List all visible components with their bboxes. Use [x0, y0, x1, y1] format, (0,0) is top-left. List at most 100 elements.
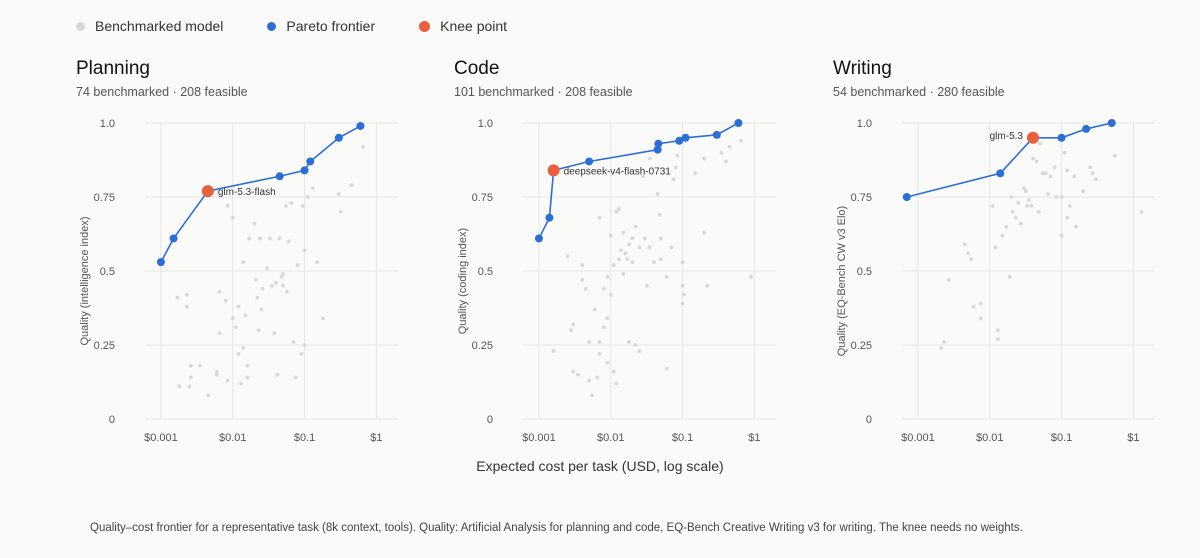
legend-swatch-benchmarked [76, 21, 85, 31]
benchmarked-point [233, 325, 238, 330]
benchmarked-point [966, 251, 971, 256]
y-axis-label: Quality (EQ-Bench CW v3 Elo) [836, 206, 848, 356]
benchmarked-point [608, 233, 613, 238]
benchmarked-point [1004, 224, 1009, 229]
y-tick-label: 0.75 [94, 192, 115, 204]
benchmarked-point [239, 381, 243, 386]
benchmarked-point [277, 236, 282, 241]
benchmarked-point [1046, 192, 1051, 196]
benchmarked-point [705, 283, 710, 288]
y-tick-label: 0.25 [851, 340, 872, 352]
chart-code: 0 0.25 0.5 0.75 1.0 $0.001 $0.01 $0.1 $1 Quality … [457, 118, 776, 444]
chart-subtitle: 101 benchmarked · 208 feasible [454, 85, 633, 99]
benchmarked-point [942, 340, 946, 344]
x-tick-label: $0.1 [294, 432, 315, 444]
y-tick-label: 0.75 [851, 192, 872, 204]
benchmarked-point [693, 171, 698, 176]
benchmarked-point [230, 215, 235, 220]
x-tick-label: $0.1 [1051, 432, 1072, 444]
benchmarked-point [289, 201, 294, 205]
benchmarked-point [205, 393, 210, 398]
benchmarked-point [1038, 141, 1042, 146]
benchmarked-point [1036, 209, 1041, 214]
x-tick-label: $0.001 [901, 432, 935, 444]
benchmarked-point [590, 393, 595, 398]
benchmarked-point [349, 183, 354, 188]
benchmarked-point [265, 266, 269, 270]
legend-label-knee: Knee point [440, 18, 508, 34]
frontier-point [156, 258, 165, 267]
benchmarked-point [214, 369, 219, 374]
benchmarked-point [680, 260, 685, 265]
benchmarked-point [1052, 165, 1057, 170]
benchmarked-point [680, 283, 685, 288]
benchmarked-point [225, 203, 230, 208]
benchmarked-point [1059, 195, 1064, 199]
benchmarked-point [611, 263, 616, 267]
benchmarked-point [580, 277, 585, 282]
benchmarked-point [627, 340, 631, 344]
y-tick-label: 1.0 [100, 118, 115, 130]
benchmarked-point [673, 165, 678, 170]
benchmarked-point [583, 286, 588, 291]
benchmarked-point [217, 289, 222, 294]
benchmarked-point [719, 150, 724, 155]
frontier-point [681, 133, 690, 142]
benchmarked-point [269, 283, 274, 288]
benchmarked-point [258, 236, 262, 241]
benchmarked-point [1026, 198, 1031, 202]
benchmarked-point [214, 372, 219, 377]
benchmarked-point [1034, 159, 1039, 164]
benchmarked-point [1090, 171, 1095, 176]
benchmarked-point [971, 304, 976, 309]
benchmarked-point [305, 195, 310, 199]
frontier-point [585, 157, 594, 166]
benchmarked-point [996, 337, 1000, 341]
chart-caption: Quality–cost frontier for a representati… [90, 522, 1023, 534]
benchmarked-point [285, 289, 289, 294]
benchmarked-point [236, 304, 241, 309]
frontier-point [545, 213, 554, 222]
chart-writing: 0 0.25 0.5 0.75 1.0 $0.001 $0.01 $0.1 $1 Quality … [836, 118, 1155, 444]
benchmarked-point [659, 236, 663, 241]
benchmarked-point [947, 277, 951, 282]
benchmarked-point [1093, 177, 1098, 182]
benchmarked-point [268, 236, 272, 241]
frontier-point [1107, 119, 1116, 127]
benchmarked-point [587, 340, 592, 344]
benchmarked-point [1062, 150, 1067, 155]
benchmarked-point [637, 245, 642, 250]
benchmarked-point [281, 272, 285, 276]
benchmarked-point [256, 328, 261, 333]
benchmarked-point [1010, 209, 1015, 214]
x-tick-label: $0.01 [597, 432, 625, 444]
knee-label: glm-5.3 [990, 131, 1024, 142]
y-tick-label: 0.75 [472, 192, 493, 204]
frontier-point [653, 145, 662, 154]
benchmarked-point [310, 186, 315, 191]
benchmarked-point [241, 346, 246, 350]
benchmarked-point [253, 277, 258, 282]
benchmarked-point [286, 239, 291, 244]
benchmarked-point [1081, 189, 1086, 193]
benchmarked-point [601, 286, 606, 291]
frontier-line [906, 122, 1112, 198]
benchmarked-point [284, 203, 288, 208]
benchmarked-point [621, 272, 626, 276]
benchmarked-point [1112, 153, 1117, 158]
frontier-point [902, 193, 911, 201]
frontier-line [160, 125, 361, 263]
benchmarked-point [252, 221, 257, 226]
benchmarked-point [739, 138, 743, 143]
benchmarked-point [1088, 165, 1093, 170]
benchmarked-point [245, 363, 250, 368]
benchmarked-point [1048, 174, 1053, 179]
benchmarked-point [727, 144, 732, 149]
chart-panel-planning: Planning 74 benchmarked · 208 feasible 0… [76, 58, 406, 478]
benchmarked-point [188, 375, 193, 380]
benchmarked-point [645, 283, 649, 288]
benchmarked-point [279, 275, 284, 279]
legend-swatch-knee [419, 20, 431, 32]
benchmarked-point [571, 322, 576, 327]
